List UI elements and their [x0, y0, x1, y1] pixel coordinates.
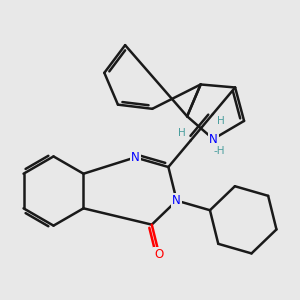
Text: N: N	[131, 151, 140, 164]
Text: -H: -H	[214, 146, 225, 155]
Text: H: H	[218, 116, 225, 126]
Text: N: N	[172, 194, 181, 207]
Text: O: O	[154, 248, 164, 261]
Text: H: H	[178, 128, 186, 138]
Text: N: N	[209, 133, 218, 146]
